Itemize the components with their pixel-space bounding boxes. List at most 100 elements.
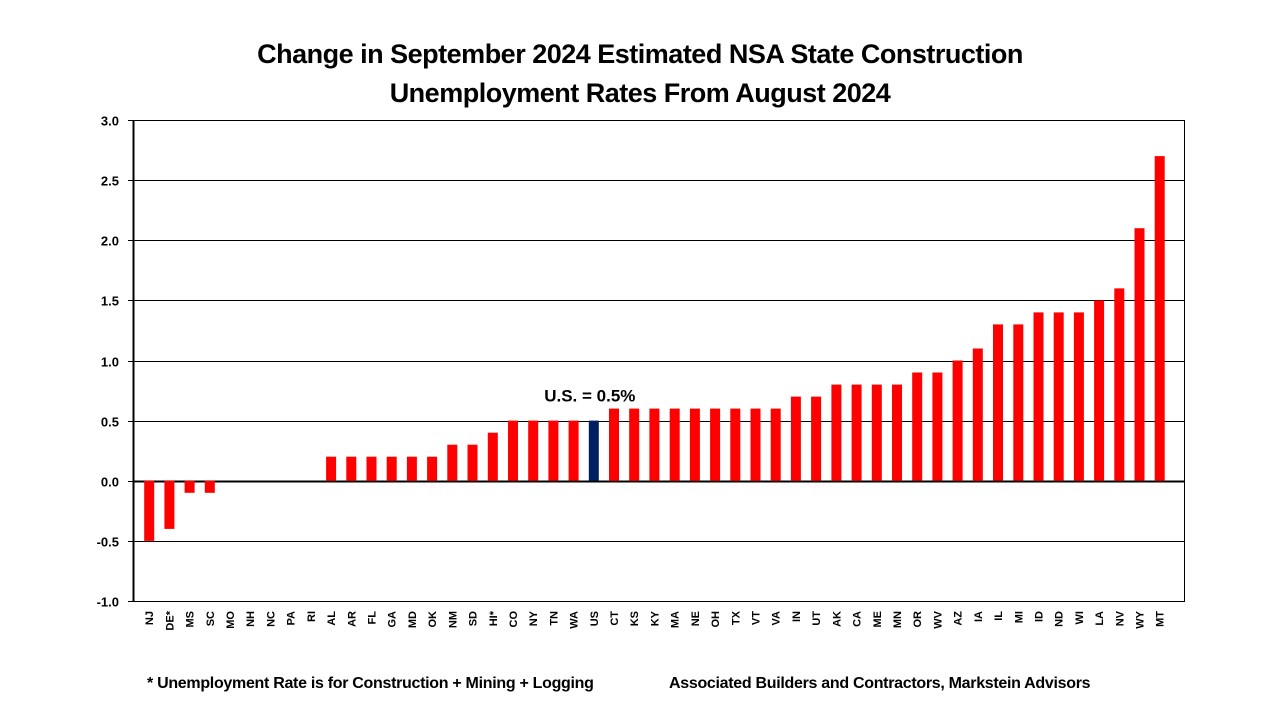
bar-me bbox=[871, 384, 882, 481]
y-tick-labels: 3.0 2.5 2.0 1.5 1.0 0.5 0.0 -0.5 -1.0 bbox=[97, 114, 119, 610]
x-tick-label: CO bbox=[508, 611, 520, 628]
bar-ca bbox=[851, 384, 862, 481]
bars bbox=[144, 156, 1165, 541]
gridlines bbox=[133, 120, 1184, 602]
y-tick-label: 1.0 bbox=[101, 355, 119, 370]
x-tick-label: MS bbox=[185, 611, 197, 628]
bar-fl bbox=[366, 456, 377, 481]
bar-in bbox=[790, 396, 801, 481]
bar-ar bbox=[346, 456, 357, 481]
x-tick-label: KS bbox=[629, 611, 641, 626]
x-tick-label: VT bbox=[751, 611, 763, 625]
bar-nd bbox=[1053, 312, 1064, 481]
bar-va bbox=[770, 408, 781, 481]
x-tick-label: CT bbox=[609, 611, 621, 626]
x-tick-labels: NJ DE* MS SC MO NH NC PA RI AL AR FL GA MD OK NM SD HI* CO… bbox=[144, 610, 1166, 630]
x-tick-label: DE* bbox=[164, 610, 176, 630]
bar-id bbox=[1033, 312, 1044, 481]
y-tick-label: 0.0 bbox=[101, 475, 119, 490]
annotations: U.S. = 0.5% bbox=[544, 387, 635, 406]
x-tick-label: IN bbox=[791, 611, 803, 622]
bar-ct bbox=[609, 408, 619, 481]
bar-us bbox=[588, 420, 599, 481]
y-tick-label: 3.0 bbox=[101, 114, 119, 129]
x-tick-label: WA bbox=[569, 611, 581, 629]
x-tick-label: MO bbox=[225, 611, 237, 629]
footnote: * Unemployment Rate is for Construction … bbox=[147, 675, 594, 692]
bar-nv bbox=[1114, 288, 1125, 481]
bar-la bbox=[1094, 300, 1105, 481]
x-tick-label: ID bbox=[1034, 611, 1046, 622]
source-credit: Associated Builders and Contractors, Mar… bbox=[669, 675, 1091, 692]
bar-ak bbox=[831, 384, 842, 481]
bar-md bbox=[406, 456, 417, 481]
x-tick-label: NY bbox=[528, 610, 540, 626]
x-tick-label: UT bbox=[811, 611, 823, 626]
x-tick-label: US bbox=[589, 611, 601, 626]
x-tick-label: OH bbox=[710, 611, 722, 628]
y-tick-label: 1.5 bbox=[101, 294, 119, 309]
x-tick-label: NJ bbox=[144, 611, 156, 625]
bar-ut bbox=[811, 396, 822, 481]
bar-wv bbox=[932, 372, 943, 481]
x-tick-label: IA bbox=[973, 611, 985, 622]
x-tick-label: NC bbox=[265, 611, 277, 627]
x-tick-label: MD bbox=[407, 611, 419, 628]
bar-tn bbox=[548, 420, 559, 481]
x-tick-label: AZ bbox=[953, 611, 965, 626]
x-tick-label: WI bbox=[1074, 611, 1086, 624]
x-tick-label: GA bbox=[387, 611, 399, 628]
bar-sc bbox=[204, 480, 215, 493]
x-tick-label: WY bbox=[1135, 610, 1147, 628]
x-tick-label: ND bbox=[1054, 611, 1066, 627]
bar-wy bbox=[1134, 228, 1145, 481]
bar-wi bbox=[1073, 312, 1084, 481]
x-tick-label: NM bbox=[447, 611, 459, 628]
bar-ms bbox=[184, 480, 195, 493]
x-tick-label: AL bbox=[326, 611, 338, 626]
x-tick-label: MI bbox=[1013, 611, 1025, 623]
x-tick-label: NV bbox=[1114, 610, 1126, 626]
bar-ks bbox=[629, 408, 640, 481]
bar-nj bbox=[144, 480, 155, 541]
bar-vt bbox=[750, 408, 761, 481]
y-tick-label: 0.5 bbox=[101, 415, 119, 430]
x-tick-label: RI bbox=[306, 611, 318, 622]
bar-mt bbox=[1154, 156, 1165, 481]
bar-oh bbox=[710, 408, 721, 481]
x-tick-label: MA bbox=[670, 611, 682, 628]
bar-ia bbox=[972, 348, 983, 481]
x-tick-label: CA bbox=[852, 611, 864, 627]
bar-ma bbox=[669, 408, 680, 481]
x-tick-label: KY bbox=[649, 610, 661, 626]
bar-co bbox=[508, 420, 518, 481]
chart-title-line-1: Change in September 2024 Estimated NSA S… bbox=[257, 39, 1023, 69]
x-tick-label: NH bbox=[245, 611, 257, 627]
x-tick-label: HI* bbox=[488, 610, 500, 626]
y-tick-label: 2.0 bbox=[101, 234, 119, 249]
bar-ga bbox=[386, 456, 397, 481]
x-tick-label: SD bbox=[468, 611, 480, 626]
bar-mi bbox=[1013, 324, 1024, 481]
x-tick-label: SC bbox=[205, 611, 217, 626]
us-annotation: U.S. = 0.5% bbox=[544, 387, 635, 406]
x-tick-label: FL bbox=[367, 611, 379, 625]
axes bbox=[128, 120, 1185, 602]
bar-de bbox=[164, 480, 175, 529]
x-tick-label: VA bbox=[771, 611, 783, 626]
x-tick-label: PA bbox=[286, 611, 298, 626]
bar-tx bbox=[730, 408, 741, 481]
y-tick-label: -0.5 bbox=[97, 535, 119, 550]
bar-hi bbox=[487, 432, 498, 481]
bar-or bbox=[912, 372, 923, 481]
x-tick-label: NE bbox=[690, 611, 702, 626]
y-tick-label: 2.5 bbox=[101, 174, 119, 189]
bar-nm bbox=[447, 444, 458, 481]
x-tick-label: IL bbox=[993, 611, 1005, 621]
y-tick-label: -1.0 bbox=[97, 595, 119, 610]
bar-az bbox=[952, 360, 963, 481]
bar-sd bbox=[467, 444, 478, 481]
x-tick-label: TN bbox=[548, 611, 560, 626]
x-tick-label: MT bbox=[1155, 611, 1167, 627]
